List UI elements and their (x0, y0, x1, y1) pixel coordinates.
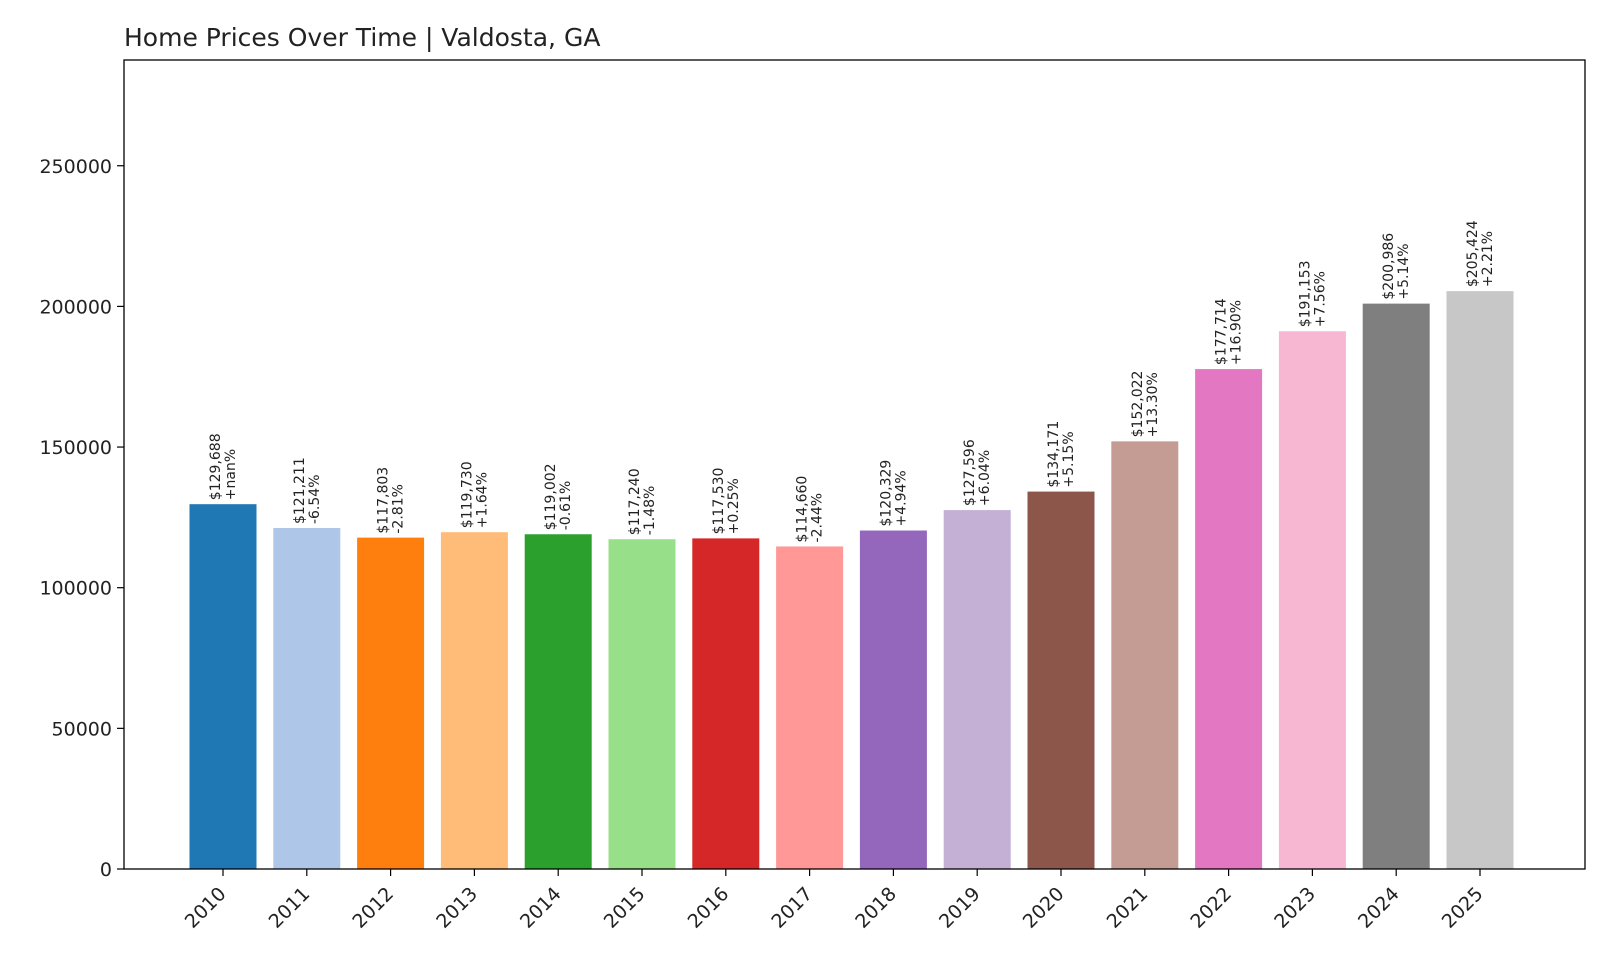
x-tick-label: 2010 (181, 883, 231, 933)
bar-label-2022: $177,714 +16.90% (1214, 298, 1245, 365)
bar-value-label: $117,530 (711, 468, 727, 535)
bar-label-2017: $114,660 -2.44% (795, 476, 826, 543)
bar-label-2015: $117,240 -1.48% (627, 468, 658, 535)
bar-change-label: +5.15% (1061, 431, 1077, 487)
bar-change-label: +4.94% (893, 470, 909, 526)
bar-value-label: $120,329 (878, 460, 894, 527)
bar-label-2024: $200,986 +5.14% (1381, 233, 1412, 300)
bar-value-label: $119,002 (543, 463, 559, 530)
x-tick-label: 2011 (265, 883, 315, 933)
bars-group (189, 291, 1514, 870)
bar-2019 (943, 510, 1011, 869)
bar-label-2019: $127,596 +6.04% (962, 439, 993, 506)
chart-title: Home Prices Over Time | Valdosta, GA (124, 23, 600, 52)
y-tick-label: 200000 (39, 296, 112, 318)
bar-2025 (1446, 291, 1514, 869)
x-tick-label: 2014 (516, 883, 566, 933)
bar-label-2018: $120,329 +4.94% (878, 460, 909, 527)
bar-value-label: $205,424 (1465, 220, 1481, 287)
bar-2012 (357, 537, 425, 869)
bar-change-label: +6.04% (977, 450, 993, 506)
bar-value-label: $129,688 (208, 433, 224, 500)
y-tick-label: 250000 (39, 156, 112, 178)
bar-2018 (859, 530, 927, 869)
bar-value-label: $114,660 (795, 476, 811, 543)
bar-change-label: -0.61% (558, 481, 574, 531)
y-tick-label: 150000 (39, 437, 112, 459)
bar-label-2013: $119,730 +1.64% (459, 461, 490, 528)
bar-2011 (273, 528, 341, 869)
bar-change-label: +nan% (223, 449, 239, 500)
bar-2024 (1362, 303, 1430, 870)
bar-change-label: +5.14% (1396, 243, 1412, 299)
bar-change-label: -2.44% (810, 493, 826, 543)
bar-value-label: $200,986 (1381, 233, 1397, 300)
x-tick-label: 2019 (935, 883, 985, 933)
bar-value-label: $117,240 (627, 468, 643, 535)
x-tick-label: 2018 (851, 883, 901, 933)
bar-value-label: $191,153 (1297, 260, 1313, 327)
bar-value-label: $119,730 (459, 461, 475, 528)
bar-2016 (692, 538, 760, 869)
bar-2022 (1195, 369, 1263, 869)
y-tick-label: 100000 (39, 578, 112, 600)
bar-change-label: +16.90% (1229, 300, 1245, 365)
bar-2015 (608, 539, 676, 869)
bar-label-2012: $117,803 -2.81% (376, 467, 407, 534)
bar-2017 (776, 546, 844, 869)
bar-change-label: +0.25% (726, 478, 742, 534)
bar-label-2010: $129,688 +nan% (208, 433, 239, 500)
bar-label-2021: $152,022 +13.30% (1130, 371, 1161, 438)
bar-change-label: +2.21% (1480, 231, 1496, 287)
x-tick-label: 2024 (1354, 883, 1404, 933)
bar-2021 (1111, 441, 1179, 869)
bar-2010 (189, 504, 257, 869)
x-tick-label: 2013 (432, 883, 482, 933)
y-tick-label: 0 (100, 859, 112, 881)
bar-label-2023: $191,153 +7.56% (1297, 260, 1328, 327)
bar-change-label: -2.81% (391, 484, 407, 534)
bar-change-label: +13.30% (1145, 372, 1161, 437)
bar-label-2025: $205,424 +2.21% (1465, 220, 1496, 287)
bar-value-label: $177,714 (1214, 298, 1230, 365)
bar-value-label: $152,022 (1130, 371, 1146, 438)
plot-frame (123, 59, 1586, 870)
bar-value-label: $117,803 (376, 467, 392, 534)
bar-2013 (440, 532, 508, 869)
bar-change-label: -1.48% (642, 486, 658, 536)
x-tick-label: 2016 (684, 883, 734, 933)
x-tick-label: 2021 (1103, 883, 1153, 933)
bar-2014 (524, 534, 592, 869)
y-axis: 0 50000 100000 150000 200000 250000 (39, 156, 124, 881)
x-tick-label: 2017 (767, 883, 817, 933)
x-tick-label: 2020 (1019, 883, 1069, 933)
bar-change-label: -6.54% (307, 475, 323, 525)
bar-label-2020: $134,171 +5.15% (1046, 421, 1077, 488)
bar-change-label: +1.64% (474, 472, 490, 528)
bar-value-label: $134,171 (1046, 421, 1062, 488)
bar-label-2011: $121,211 -6.54% (292, 457, 323, 524)
bar-2023 (1278, 331, 1346, 869)
y-tick-label: 50000 (52, 718, 112, 740)
bar-label-2016: $117,530 +0.25% (711, 468, 742, 535)
x-tick-label: 2012 (348, 883, 398, 933)
bar-label-2014: $119,002 -0.61% (543, 463, 574, 530)
bar-2020 (1027, 491, 1095, 869)
x-axis: 2010 2011 2012 2013 2014 2015 2016 2017 2018 2019… (181, 869, 1488, 933)
x-tick-label: 2023 (1270, 883, 1320, 933)
x-tick-label: 2022 (1186, 883, 1236, 933)
bar-value-label: $127,596 (962, 439, 978, 506)
x-tick-label: 2025 (1438, 883, 1488, 933)
bar-value-label: $121,211 (292, 457, 308, 524)
bar-change-label: +7.56% (1312, 271, 1328, 327)
bar-labels-group: $129,688 +nan% $121,211 -6.54% $117,803 -2.81… (208, 220, 1496, 542)
x-tick-label: 2015 (600, 883, 650, 933)
